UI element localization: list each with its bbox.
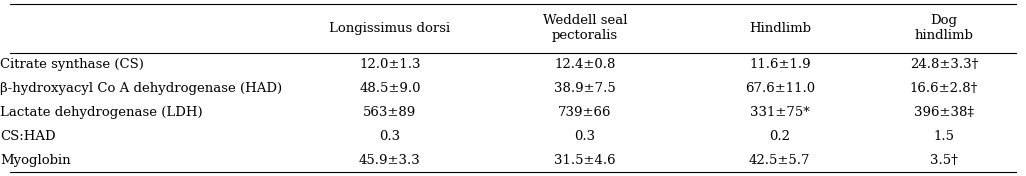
Text: β-hydroxyacyl Co A dehydrogenase (HAD): β-hydroxyacyl Co A dehydrogenase (HAD) [0, 82, 282, 95]
Text: 0.3: 0.3 [380, 130, 400, 143]
Text: 45.9±3.3: 45.9±3.3 [359, 154, 421, 167]
Text: 12.0±1.3: 12.0±1.3 [359, 58, 421, 71]
Text: 24.8±3.3†: 24.8±3.3† [910, 58, 978, 71]
Text: Lactate dehydrogenase (LDH): Lactate dehydrogenase (LDH) [0, 106, 202, 119]
Text: 31.5±4.6: 31.5±4.6 [554, 154, 616, 167]
Text: CS:HAD: CS:HAD [0, 130, 55, 143]
Text: 3.5†: 3.5† [930, 154, 958, 167]
Text: 48.5±9.0: 48.5±9.0 [359, 82, 421, 95]
Text: 12.4±0.8: 12.4±0.8 [554, 58, 616, 71]
Text: Hindlimb: Hindlimb [749, 22, 811, 35]
Text: 396±38‡: 396±38‡ [914, 106, 974, 119]
Text: Myoglobin: Myoglobin [0, 154, 71, 167]
Text: Weddell seal
pectoralis: Weddell seal pectoralis [543, 14, 627, 42]
Text: 67.6±11.0: 67.6±11.0 [745, 82, 815, 95]
Text: Dog
hindlimb: Dog hindlimb [914, 14, 974, 42]
Text: 0.3: 0.3 [575, 130, 595, 143]
Text: 0.2: 0.2 [770, 130, 790, 143]
Text: Longissimus dorsi: Longissimus dorsi [329, 22, 450, 35]
Text: 11.6±1.9: 11.6±1.9 [749, 58, 811, 71]
Text: Citrate synthase (CS): Citrate synthase (CS) [0, 58, 144, 71]
Text: 16.6±2.8†: 16.6±2.8† [910, 82, 978, 95]
Text: 38.9±7.5: 38.9±7.5 [554, 82, 616, 95]
Text: 42.5±5.7: 42.5±5.7 [749, 154, 811, 167]
Text: 739±66: 739±66 [558, 106, 611, 119]
Text: 563±89: 563±89 [363, 106, 417, 119]
Text: 331±75*: 331±75* [750, 106, 810, 119]
Text: 1.5: 1.5 [934, 130, 954, 143]
